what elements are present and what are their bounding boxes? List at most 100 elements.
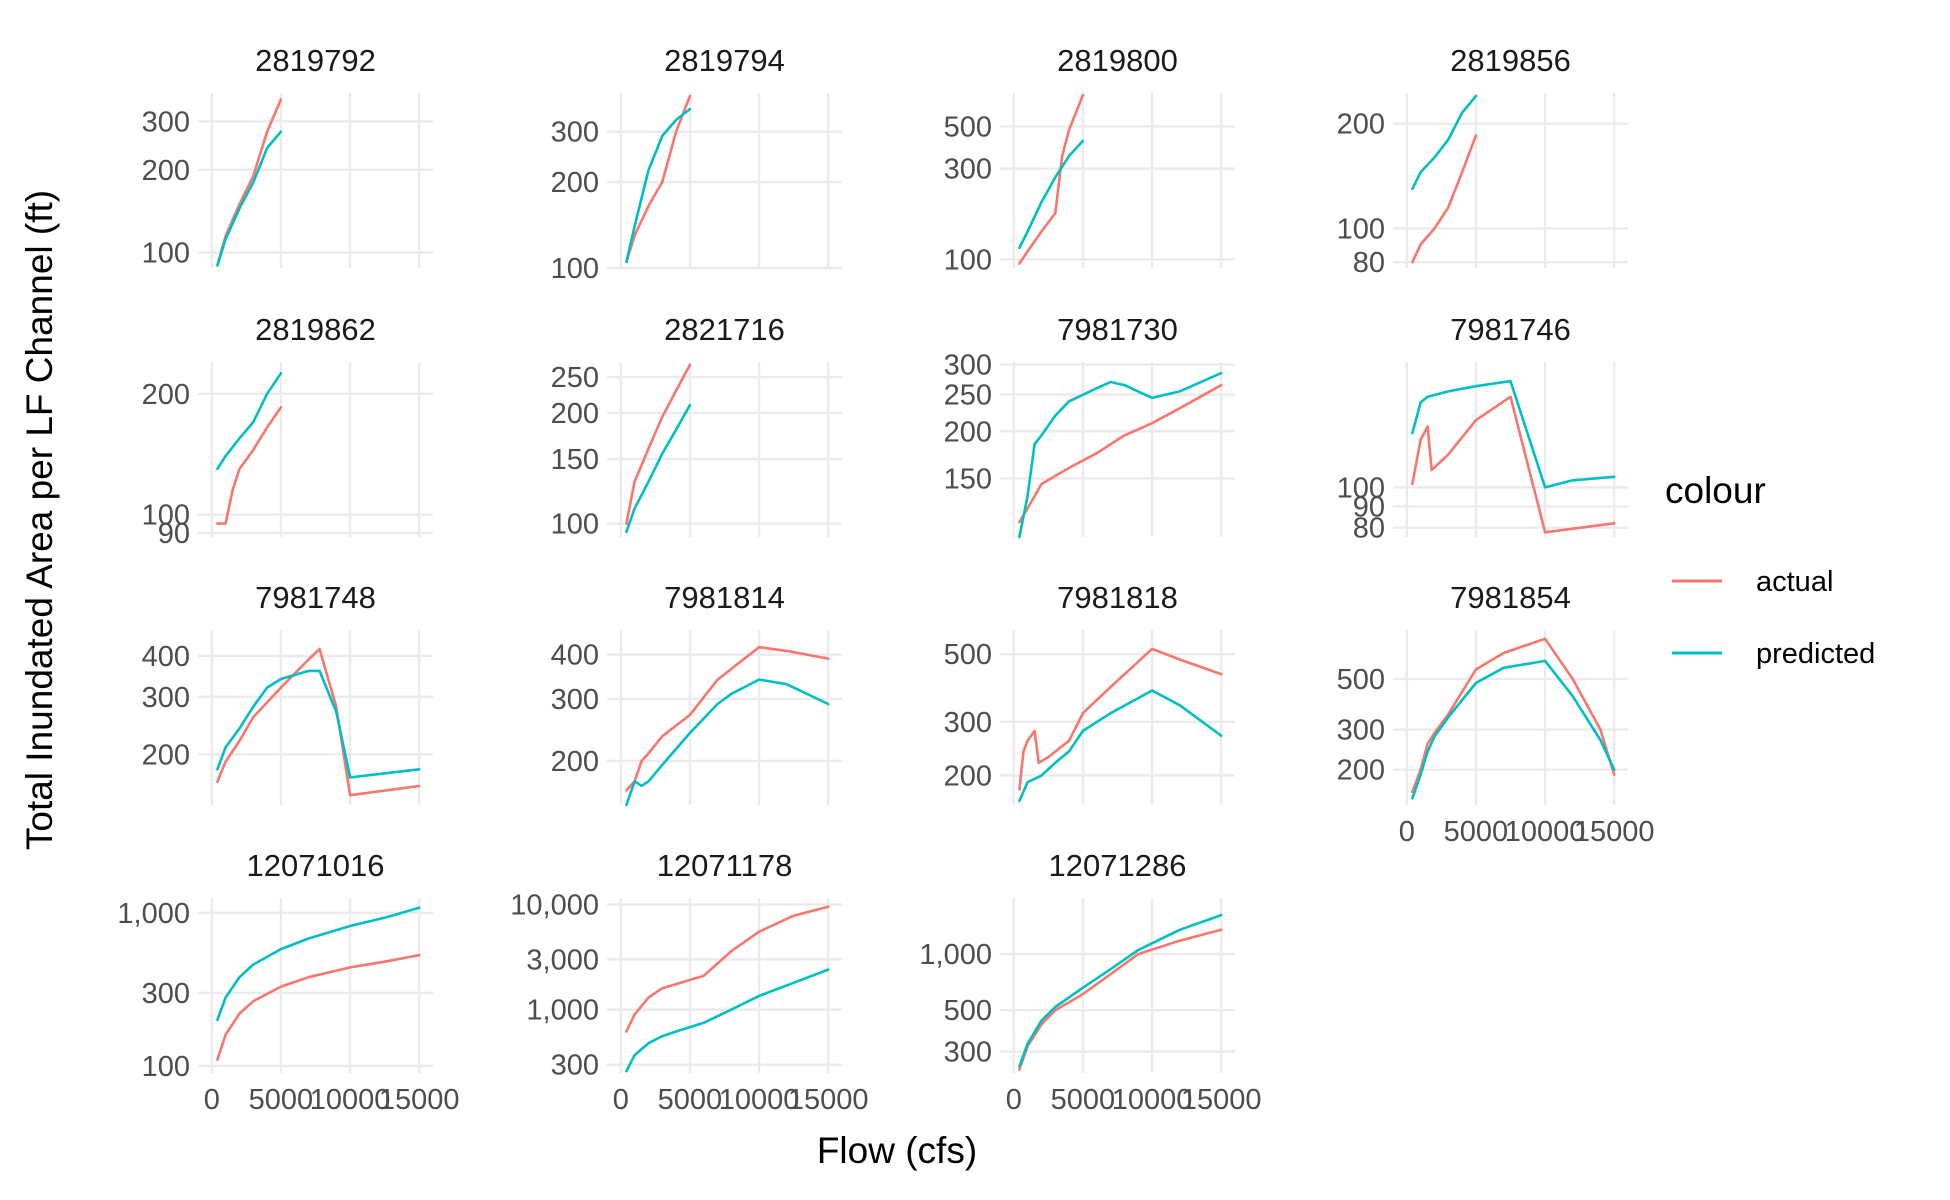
y-tick-label: 200 <box>142 739 190 771</box>
y-tick-label: 80 <box>1353 513 1385 545</box>
x-tick-label: 5000 <box>1444 816 1509 848</box>
facet-strip-label: 12071178 <box>657 848 793 883</box>
y-tick-label: 1,000 <box>117 898 190 930</box>
legend-label-actual: actual <box>1756 566 1833 598</box>
x-tick-label: 0 <box>204 1084 220 1116</box>
legend-label-predicted: predicted <box>1756 638 1875 670</box>
facet-strip-label: 7981730 <box>1057 312 1178 347</box>
x-tick-label: 15000 <box>788 1084 869 1116</box>
x-tick-label: 10000 <box>719 1084 800 1116</box>
y-tick-label: 300 <box>142 978 190 1010</box>
series-line-actual <box>1411 134 1478 264</box>
y-tick-label: 500 <box>944 639 992 671</box>
series-line-actual <box>625 905 830 1033</box>
y-tick-label: 200 <box>142 155 190 187</box>
y-tick-label: 300 <box>1337 715 1385 747</box>
series-line-actual <box>625 94 692 264</box>
y-tick-label: 1,000 <box>919 939 992 971</box>
facet-panel-2821716: 100 150 200 250 2821716 <box>551 312 842 541</box>
facet-strip-label: 7981748 <box>255 580 376 615</box>
y-tick-label: 150 <box>551 444 599 476</box>
x-tick-label: 15000 <box>379 1084 460 1116</box>
y-tick-label: 250 <box>944 380 992 412</box>
x-tick-label: 10000 <box>310 1084 391 1116</box>
facet-strip-label: 7981746 <box>1450 312 1571 347</box>
y-tick-label: 300 <box>944 707 992 739</box>
y-tick-label: 300 <box>944 1037 992 1069</box>
y-tick-label: 100 <box>142 238 190 270</box>
y-tick-label: 100 <box>142 1051 190 1083</box>
y-tick-label: 500 <box>944 111 992 143</box>
series-line-actual <box>216 406 283 525</box>
series-line-predicted <box>1411 94 1478 191</box>
facet-strip-label: 12071016 <box>247 848 385 883</box>
facet-panel-2819792: 100 200 300 2819792 <box>142 43 433 270</box>
y-tick-label: 200 <box>551 167 599 199</box>
series-line-actual <box>1411 637 1616 794</box>
series-line-predicted <box>216 669 421 779</box>
series-line-predicted <box>1018 913 1223 1068</box>
y-axis-title: Total Inundated Area per LF Channel (ft) <box>19 190 60 850</box>
series-line-actual <box>625 645 830 792</box>
facet-panel-12071178: 300 1,000 3,000 10,000 12071178 0 500010000150… <box>510 848 868 1116</box>
y-tick-label: 150 <box>944 463 992 495</box>
y-tick-label: 300 <box>551 684 599 716</box>
facet-strip-label: 7981814 <box>664 580 785 615</box>
series-line-predicted <box>216 906 421 1022</box>
y-tick-label: 200 <box>551 746 599 778</box>
facet-strip-label: 2819862 <box>255 312 376 347</box>
y-tick-label: 400 <box>142 641 190 673</box>
x-tick-label: 0 <box>613 1084 629 1116</box>
y-tick-label: 90 <box>158 518 190 550</box>
x-tick-label: 5000 <box>1051 1084 1116 1116</box>
y-tick-label: 300 <box>142 682 190 714</box>
facet-panel-7981814: 200 300 400 7981814 <box>551 580 842 807</box>
y-tick-label: 200 <box>1337 755 1385 787</box>
y-tick-label: 100 <box>142 500 190 532</box>
series-line-predicted <box>216 130 283 267</box>
y-tick-label: 100 <box>1337 472 1385 504</box>
y-tick-label: 200 <box>551 398 599 430</box>
facet-strip-label: 2819856 <box>1450 43 1571 78</box>
facet-strip-label: 7981854 <box>1450 580 1571 615</box>
y-tick-label: 1,000 <box>526 995 599 1027</box>
y-tick-label: 90 <box>1353 491 1385 523</box>
x-tick-label: 5000 <box>249 1084 314 1116</box>
y-tick-label: 100 <box>551 253 599 285</box>
y-tick-label: 300 <box>142 106 190 138</box>
x-axis-title: Flow (cfs) <box>817 1130 977 1171</box>
facet-strip-label: 12071286 <box>1049 848 1187 883</box>
facet-strip-label: 7981818 <box>1057 580 1178 615</box>
y-tick-label: 300 <box>944 154 992 186</box>
x-tick-label: 0 <box>1399 816 1415 848</box>
facet-strip-label: 2819792 <box>255 43 376 78</box>
series-line-predicted <box>1018 689 1223 803</box>
facet-strip-label: 2819794 <box>664 43 785 78</box>
series-line-actual <box>1411 395 1616 534</box>
y-tick-label: 3,000 <box>526 944 599 976</box>
series-line-predicted <box>1018 139 1085 250</box>
x-tick-label: 15000 <box>1181 1084 1262 1116</box>
facet-strip-label: 2819800 <box>1057 43 1178 78</box>
y-tick-label: 500 <box>1337 664 1385 696</box>
series-line-predicted <box>1018 371 1223 539</box>
y-tick-label: 300 <box>551 1050 599 1082</box>
y-tick-label: 500 <box>944 995 992 1027</box>
series-line-actual <box>625 363 692 526</box>
series-line-actual <box>1018 928 1223 1071</box>
y-tick-label: 100 <box>944 244 992 276</box>
y-tick-label: 100 <box>551 509 599 541</box>
series-line-actual <box>1018 93 1085 265</box>
panels-layer: 100 200 300 2819792 100 200 300 2819794 100 300 50… <box>117 43 1654 1116</box>
series-line-predicted <box>625 968 830 1073</box>
series-line-predicted <box>1411 659 1616 800</box>
legend: colour actual predicted <box>1665 470 1875 670</box>
y-tick-label: 200 <box>1337 109 1385 141</box>
y-tick-label: 300 <box>551 117 599 149</box>
